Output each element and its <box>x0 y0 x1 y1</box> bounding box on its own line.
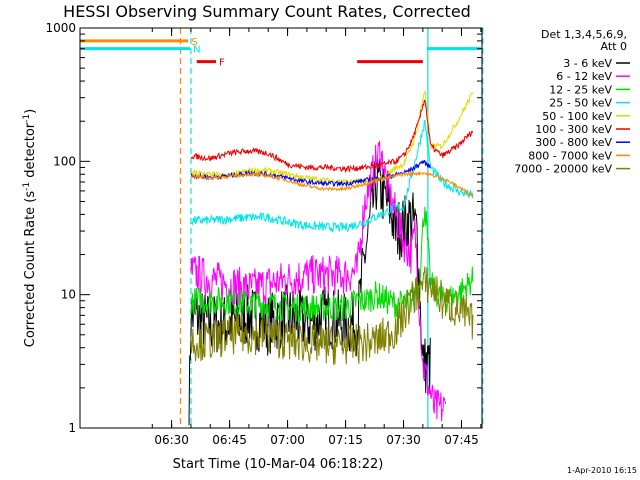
legend-label: 100 - 300 keV <box>535 123 612 136</box>
series-line <box>190 99 474 174</box>
y-axis-label-part1: Corrected Count Rate (s <box>23 191 38 348</box>
legend-label: 25 - 50 keV <box>549 97 612 110</box>
series-line <box>190 170 474 199</box>
plot-area: SN F <box>80 28 484 428</box>
x-tick-label: 07:45 <box>444 433 479 447</box>
series-line <box>190 140 447 422</box>
series-line <box>190 159 431 188</box>
footer-timestamp: 1-Apr-2010 16:15 <box>567 466 637 475</box>
x-axis: 06:30 06:45 07:00 07:15 07:30 07:45 <box>151 28 482 447</box>
state-band-label: F <box>219 58 225 69</box>
plot-frame <box>79 27 483 429</box>
x-tick-label: 07:15 <box>328 433 363 447</box>
legend-label: 3 - 6 keV <box>563 57 612 70</box>
x-tick-label: 07:00 <box>270 433 305 447</box>
state-band-label: S <box>191 37 197 48</box>
y-axis: 1 10 100 1000 <box>45 21 482 435</box>
legend-label: 800 - 7000 keV <box>528 149 612 162</box>
legend-label: 50 - 100 keV <box>542 110 612 123</box>
y-axis-label-part3: ) <box>23 109 38 114</box>
y-tick-label: 100 <box>53 154 76 168</box>
y-axis-label-sup1: -1 <box>22 182 32 191</box>
x-tick-label: 06:30 <box>154 433 189 447</box>
legend-label: 6 - 12 keV <box>556 70 612 83</box>
legend-label: 7000 - 20000 keV <box>514 163 612 176</box>
legend-label: 12 - 25 keV <box>549 83 612 96</box>
y-axis-label-sup2: -1 <box>22 114 32 123</box>
series-line <box>190 119 474 234</box>
x-tick-label: 07:30 <box>386 433 421 447</box>
series-line <box>190 266 474 365</box>
y-tick-label: 1000 <box>45 21 76 35</box>
y-axis-label-part2: detector <box>23 122 38 182</box>
x-axis-label: Start Time (10-Mar-04 06:18:22) <box>173 457 384 472</box>
chart-title: HESSI Observing Summary Count Rates, Cor… <box>63 2 471 21</box>
series-line <box>190 206 474 323</box>
y-axis-label: Corrected Count Rate (s-1 detector-1) <box>22 109 38 347</box>
state-band-label: N <box>193 45 200 56</box>
x-tick-label: 06:45 <box>212 433 247 447</box>
y-tick-label: 10 <box>61 288 76 302</box>
y-tick-label: 1 <box>68 421 76 435</box>
legend-label: 300 - 800 keV <box>535 136 612 149</box>
legend-header-line1: Det 1,3,4,5,6,9, <box>541 28 627 41</box>
series-line <box>190 89 474 186</box>
legend-header-line2: Att 0 <box>601 40 627 53</box>
